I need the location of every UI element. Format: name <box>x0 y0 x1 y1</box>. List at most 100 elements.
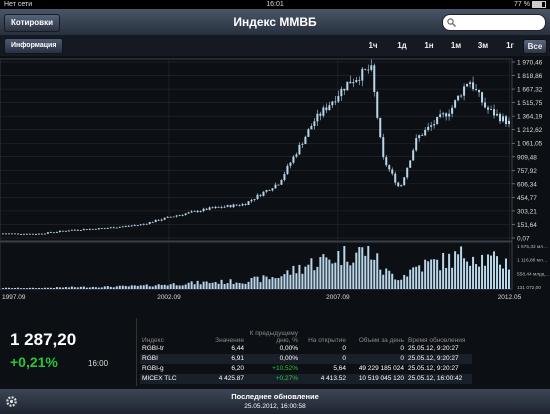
x-tick-label: 2002.09 <box>157 294 181 301</box>
period-1h[interactable]: 1ч <box>368 41 378 50</box>
volume-bar <box>316 266 319 289</box>
candle-body <box>97 228 100 230</box>
candle-body <box>202 208 205 212</box>
candle-body <box>148 222 151 224</box>
volume-bar <box>364 255 367 289</box>
volume-bar <box>49 287 52 289</box>
candle-body <box>157 219 160 221</box>
index-chart[interactable]: 1 970,46 1 818,86 1 667,32 1 515,75 1 364,19… <box>0 56 550 305</box>
candle-body <box>67 230 70 232</box>
candle-body <box>442 113 445 115</box>
indices-table: Индекс Значение К предыдущему дню, % На … <box>140 318 472 384</box>
candle-body <box>472 82 475 90</box>
candle-body <box>316 113 319 122</box>
back-button[interactable]: Котировки <box>4 14 61 32</box>
volume-bar <box>361 247 364 289</box>
candle-body <box>313 121 316 127</box>
volume-bar <box>268 279 271 289</box>
volume-bar <box>502 268 505 289</box>
table-row[interactable]: MICEX TLC 4 425.87 +0,27% 4 413.52 10 51… <box>140 374 472 384</box>
volume-bar <box>34 288 37 289</box>
period-1w[interactable]: 1н <box>424 41 434 50</box>
volume-bar <box>496 256 499 289</box>
info-button[interactable]: Информация <box>4 38 64 54</box>
volume-bar <box>136 285 139 289</box>
volume-bar <box>325 257 328 289</box>
volume-bar <box>385 268 388 289</box>
search-input[interactable] <box>442 14 546 31</box>
candle-body <box>145 223 148 225</box>
candle-body <box>139 224 142 226</box>
candle-body <box>406 167 409 178</box>
candle-body <box>469 82 472 84</box>
period-all[interactable]: Все <box>523 39 547 54</box>
volume-bar <box>493 251 496 289</box>
volume-bar <box>208 283 211 289</box>
candle-body <box>478 89 481 93</box>
candle-body <box>409 160 412 168</box>
volume-bar <box>265 276 268 289</box>
cell-open: 0 <box>300 354 348 364</box>
footer-bar: Последнее обновление 25.05.2012, 16:00:5… <box>0 388 550 414</box>
volume-bar <box>73 287 76 289</box>
price-panel <box>0 58 513 242</box>
period-3m[interactable]: 3м <box>477 41 489 50</box>
candle-body <box>463 86 466 96</box>
table-row[interactable]: RGBI-g 6,20 +10,52% 5,64 49 229 185 024 … <box>140 364 472 374</box>
candle-body <box>385 157 388 166</box>
candle-body <box>346 81 349 91</box>
candle-body <box>85 229 88 230</box>
cell-updated: 25.05.12, 9:20:27 <box>408 345 459 352</box>
volume-tick-label: 558,44 млрд… <box>517 271 549 277</box>
candle-body <box>259 194 262 196</box>
volume-bar <box>190 281 193 289</box>
cell-open: 5,64 <box>333 365 346 372</box>
volume-bar <box>211 282 214 289</box>
candle-body <box>349 81 352 84</box>
candle-body <box>403 177 406 186</box>
volume-bar <box>346 261 349 289</box>
volume-bar <box>52 288 55 289</box>
status-bar: Нет сети 16:01 77 % <box>0 0 550 9</box>
gear-icon[interactable] <box>5 395 18 408</box>
table-header: Индекс Значение К предыдущему дню, % На … <box>140 318 472 344</box>
volume-tick-label: 1 675,32 мл… <box>517 244 548 250</box>
volume-bar <box>349 265 352 289</box>
candle-body <box>43 233 46 235</box>
candle-body <box>277 184 280 186</box>
candle-body <box>268 190 271 191</box>
candle-body <box>163 217 166 220</box>
period-1y[interactable]: 1г <box>506 41 514 50</box>
candle-body <box>457 95 460 101</box>
candle-body <box>28 233 31 235</box>
candle-body <box>307 129 310 137</box>
volume-bar <box>391 273 394 289</box>
table-row[interactable]: RGBI 6,91 0,00% 0 0 25.05.12, 9:20:27 <box>140 354 472 364</box>
cell-open: 0 <box>342 345 346 352</box>
period-1d[interactable]: 1д <box>397 41 407 50</box>
y-tick-label: 303,21 <box>517 208 537 215</box>
volume-bar <box>2 288 4 289</box>
page-indicator[interactable] <box>0 307 550 320</box>
volume-bar <box>283 274 286 289</box>
candle-body <box>496 113 499 116</box>
candle-body <box>34 234 37 235</box>
chart-area[interactable]: 1 970,46 1 818,86 1 667,32 1 515,75 1 364,19… <box>0 56 550 305</box>
volume-bar <box>139 285 142 289</box>
volume-bar <box>217 283 220 289</box>
toolbar: Информация 1ч 1д 1н 1м 3м 1г Все <box>0 35 550 56</box>
volume-bar <box>76 287 79 289</box>
volume-bar <box>460 246 463 289</box>
period-1m[interactable]: 1м <box>450 41 462 50</box>
col-open: На открытие <box>308 337 346 344</box>
candle-body <box>130 225 133 227</box>
candle-body <box>196 210 199 213</box>
volume-bar <box>79 286 82 289</box>
volume-bar <box>448 253 451 289</box>
volume-bar <box>40 288 43 289</box>
candle-body <box>199 211 202 213</box>
volume-bar <box>490 255 493 289</box>
candle-body <box>100 228 103 229</box>
table-row[interactable]: RGBI-tr 6,44 0,00% 0 0 25.05.12, 9:20:27 <box>140 344 472 354</box>
col-index: Индекс <box>142 337 164 344</box>
